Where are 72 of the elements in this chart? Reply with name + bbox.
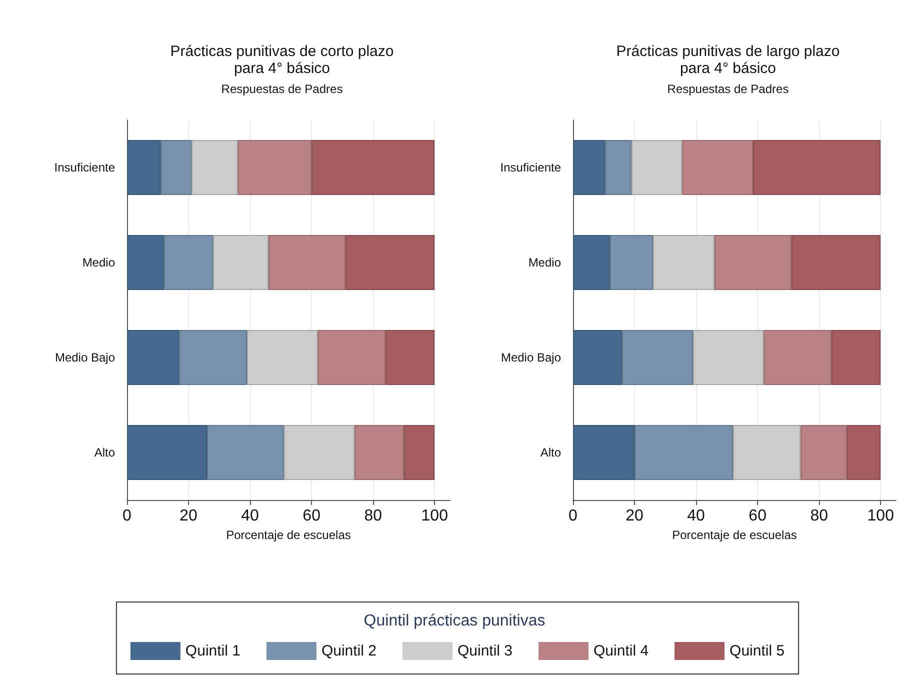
x-axis-title: Porcentaje de escuelas [672, 528, 797, 542]
bar [831, 330, 881, 386]
y-tick-label: Alto [540, 446, 562, 460]
chart-subtitle: Respuestas de Padres [667, 82, 789, 96]
bar [732, 424, 801, 480]
bar [573, 424, 635, 480]
bar [246, 330, 318, 386]
bar [385, 330, 435, 386]
legend-title: Quintil prácticas punitivas [364, 612, 546, 630]
bar [573, 330, 622, 386]
bar [800, 424, 847, 480]
bar [312, 140, 435, 196]
bar [692, 330, 764, 386]
x-tick-label: 100 [421, 508, 448, 524]
bar [573, 140, 606, 196]
bar [752, 140, 881, 196]
bar [846, 424, 881, 480]
bar [764, 330, 832, 386]
bar [179, 330, 247, 386]
legend-label: Quintil 2 [321, 642, 376, 660]
bar [127, 424, 207, 480]
x-tick-label: 80 [810, 508, 828, 524]
bar [213, 234, 269, 290]
chart-title: Prácticas punitivas de corto plazo para 4° básico [170, 43, 394, 77]
x-tick-label: 80 [364, 508, 382, 524]
chart-title: Prácticas punitivas de largo plazo para 4° básico [616, 43, 840, 77]
x-tick-label: 0 [568, 508, 578, 524]
bar [354, 424, 404, 480]
bar [631, 140, 682, 196]
x-axis-title: Porcentaje de escuelas [226, 528, 351, 542]
y-tick-label: Medio Bajo [500, 350, 562, 364]
bar [206, 424, 284, 480]
legend-label: Quintil 3 [457, 642, 513, 660]
y-tick-label: Alto [94, 446, 116, 460]
legend-label: Quintil 1 [185, 642, 240, 660]
bar [127, 140, 161, 196]
x-tick-label: 60 [748, 508, 767, 524]
bar [164, 234, 214, 290]
x-tick-label: 40 [241, 508, 260, 524]
x-tick-label: 20 [180, 508, 198, 524]
x-tick-label: 20 [626, 508, 644, 524]
bar [652, 234, 715, 290]
bar [284, 424, 355, 480]
y-tick-label: Medio Bajo [54, 350, 116, 364]
y-tick-label: Medio [528, 256, 562, 270]
legend-label: Quintil 4 [594, 642, 649, 660]
bar [682, 140, 753, 196]
bar [192, 140, 238, 196]
bar [610, 234, 653, 290]
legend-label: Quintil 5 [730, 642, 785, 660]
bar [238, 140, 312, 196]
bar [127, 234, 164, 290]
bar [345, 234, 435, 290]
bar [404, 424, 435, 480]
bar [318, 330, 386, 386]
bar [622, 330, 693, 386]
y-tick-label: Medio [82, 256, 116, 270]
bar [268, 234, 346, 290]
bar [127, 330, 180, 386]
bar [714, 234, 792, 290]
y-tick-label: Insuficiente [500, 160, 562, 174]
x-tick-label: 0 [122, 508, 132, 524]
chart-subtitle: Respuestas de Padres [221, 82, 343, 96]
y-tick-label: Insuficiente [54, 160, 116, 174]
bar [160, 140, 192, 196]
x-tick-label: 60 [302, 508, 321, 524]
bar [605, 140, 632, 196]
bar [573, 234, 610, 290]
x-tick-label: 40 [687, 508, 706, 524]
x-tick-label: 100 [867, 508, 894, 524]
bar [791, 234, 881, 290]
bar [634, 424, 733, 480]
